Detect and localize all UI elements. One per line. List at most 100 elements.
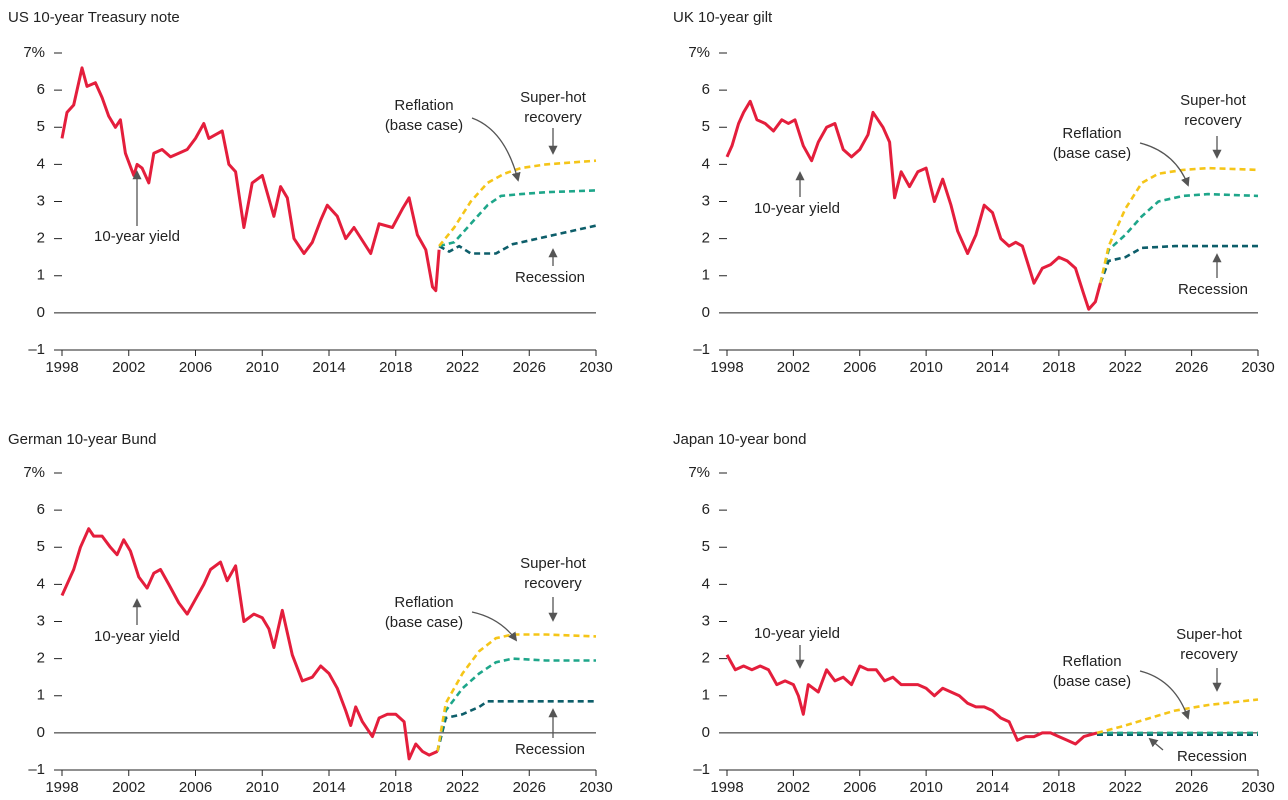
yield-line [60, 66, 441, 293]
y-tick-label: 6 [702, 81, 710, 98]
y-tick-label: 6 [702, 501, 710, 518]
x-tick-label: 2010 [909, 779, 942, 796]
y-tick-label: 3 [37, 192, 45, 209]
x-tick-label: 2018 [379, 359, 412, 376]
y-tick-label: 1 [37, 267, 45, 284]
annotation: recovery [1180, 646, 1238, 663]
annotation-arrow [471, 611, 518, 642]
y-tick-label: 4 [702, 155, 710, 172]
y-tick-label: 1 [702, 687, 710, 704]
y-tick-label: 5 [702, 538, 710, 555]
y-tick-label: 7% [688, 44, 710, 61]
x-tick-label: 2018 [379, 779, 412, 796]
y-tick-label: –1 [693, 341, 710, 358]
x-tick-label: 2006 [843, 779, 876, 796]
x-tick-label: 2018 [1042, 779, 1075, 796]
annotation: 10-year yield [754, 625, 840, 642]
y-tick-label: 0 [37, 304, 45, 321]
x-tick-label: 2022 [446, 359, 479, 376]
yield-line [60, 527, 439, 761]
y-tick-label: 5 [702, 118, 710, 135]
x-tick-label: 2002 [112, 779, 145, 796]
annotation: Reflation [394, 594, 453, 611]
annotation: recovery [1184, 112, 1242, 129]
y-tick-label: 7% [688, 464, 710, 481]
annotation: (base case) [385, 614, 463, 631]
scenario-line [1099, 166, 1259, 284]
y-tick-label: 4 [702, 575, 710, 592]
annotation: Reflation [394, 97, 453, 114]
y-tick-label: 4 [37, 575, 45, 592]
x-tick-label: 2002 [112, 359, 145, 376]
x-tick-label: 2002 [777, 779, 810, 796]
y-tick-label: 5 [37, 118, 45, 135]
y-tick-label: 2 [37, 650, 45, 667]
x-tick-label: 2030 [1241, 779, 1274, 796]
x-tick-label: 2026 [1175, 359, 1208, 376]
scenario-line [1099, 192, 1259, 284]
annotation: recovery [524, 575, 582, 592]
panel-title: Japan 10-year bond [673, 431, 806, 448]
y-tick-label: 7% [23, 464, 45, 481]
annotation-arrow [1139, 142, 1190, 187]
y-tick-label: 1 [37, 687, 45, 704]
yield-line [725, 99, 1102, 311]
panel-title: UK 10-year gilt [673, 9, 773, 26]
y-tick-label: 0 [702, 304, 710, 321]
y-tick-label: 0 [37, 724, 45, 741]
x-tick-label: 2030 [1241, 359, 1274, 376]
scenario-line [438, 159, 597, 247]
y-tick-label: 6 [37, 501, 45, 518]
x-tick-label: 2002 [777, 359, 810, 376]
scenario-line [1099, 244, 1258, 284]
x-tick-label: 2026 [1175, 779, 1208, 796]
x-tick-label: 2014 [312, 359, 345, 376]
x-tick-label: 1998 [45, 359, 78, 376]
x-tick-label: 2014 [976, 359, 1009, 376]
annotation: Recession [1177, 748, 1247, 765]
annotation: recovery [524, 109, 582, 126]
annotation: Recession [515, 269, 585, 286]
x-tick-label: 2006 [179, 779, 212, 796]
y-tick-label: 6 [37, 81, 45, 98]
x-tick-label: 1998 [45, 779, 78, 796]
annotation: (base case) [1053, 145, 1131, 162]
annotation: Reflation [1062, 125, 1121, 142]
scenario-line [436, 700, 596, 752]
y-tick-label: 4 [37, 155, 45, 172]
panel-title: US 10-year Treasury note [8, 9, 180, 26]
y-tick-label: –1 [28, 761, 45, 778]
annotation: 10-year yield [754, 200, 840, 217]
panel-title: German 10-year Bund [8, 431, 156, 448]
y-tick-label: 3 [37, 612, 45, 629]
x-tick-label: 2022 [1109, 359, 1142, 376]
x-tick-label: 2006 [179, 359, 212, 376]
x-tick-label: 2014 [312, 779, 345, 796]
annotation: 10-year yield [94, 628, 180, 645]
x-tick-label: 2010 [909, 359, 942, 376]
yield-line [725, 654, 1098, 746]
x-tick-label: 2010 [246, 779, 279, 796]
y-tick-label: –1 [693, 761, 710, 778]
y-tick-label: 7% [23, 44, 45, 61]
annotation: Super-hot [520, 89, 587, 106]
x-tick-label: 2018 [1042, 359, 1075, 376]
x-tick-label: 1998 [710, 779, 743, 796]
y-tick-label: 3 [702, 612, 710, 629]
annotation: Reflation [1062, 653, 1121, 670]
y-tick-label: 5 [37, 538, 45, 555]
annotation: Super-hot [520, 555, 587, 572]
y-tick-label: 0 [702, 724, 710, 741]
y-tick-label: 2 [37, 230, 45, 247]
scenario-line [438, 224, 597, 255]
x-tick-label: 2022 [1109, 779, 1142, 796]
y-tick-label: –1 [28, 341, 45, 358]
scenario-line [1096, 698, 1259, 735]
annotation-arrow [1148, 737, 1164, 751]
y-tick-label: 2 [702, 230, 710, 247]
scenario-line [438, 189, 597, 248]
x-tick-label: 2026 [513, 359, 546, 376]
x-tick-label: 2006 [843, 359, 876, 376]
